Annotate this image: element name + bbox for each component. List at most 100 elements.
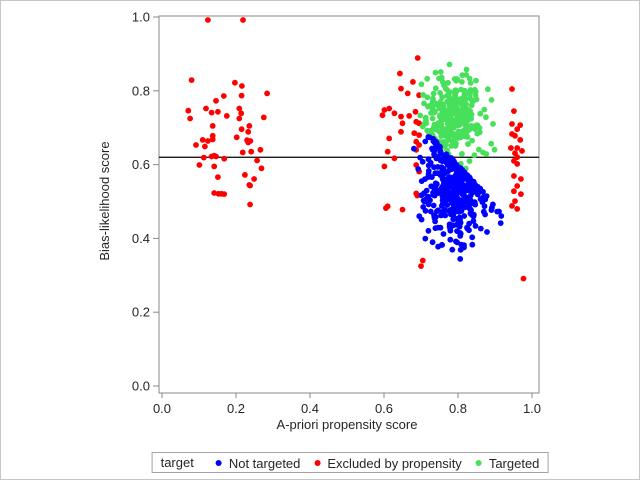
data-point [196,162,203,168]
data-point [447,225,454,232]
data-point [221,191,228,198]
data-point [185,107,192,114]
legend-label: Not targeted [228,455,301,471]
legend-label: Targeted [488,455,540,471]
data-point [427,208,434,215]
data-point [449,193,456,200]
data-point [251,176,257,182]
data-point [457,256,464,262]
data-point [483,114,489,121]
data-point [437,224,444,231]
data-point [452,189,458,196]
data-point [514,145,521,151]
data-point [208,109,215,116]
data-point [511,173,517,179]
data-point [450,124,457,130]
data-point [473,96,480,103]
data-point [514,126,521,133]
x-axis-title: A-priori propensity score [277,417,418,432]
data-point [438,133,445,140]
data-point [428,110,434,116]
data-point [440,210,447,217]
data-point [379,112,386,119]
data-point [240,17,246,23]
data-point [456,223,463,230]
data-point [238,92,245,99]
data-point [414,55,421,61]
data-point [438,203,445,209]
data-point [488,97,495,103]
data-point [208,153,215,160]
data-point [463,72,470,78]
data-point [245,128,252,135]
data-point [480,194,487,200]
data-point [444,202,451,208]
data-point [205,17,211,23]
data-point [433,140,440,147]
x-tick-label: 0.2 [227,401,245,416]
data-point [416,142,422,148]
x-axis-ticks: 0.0 0.2 0.4 0.6 0.8 1.0 [153,393,541,416]
data-point [440,231,447,237]
data-point [455,171,462,178]
data-point [431,164,437,171]
data-point [205,138,211,144]
data-point [446,106,453,112]
legend-marker-icon [215,460,222,467]
data-point [439,125,446,132]
data-point [443,159,450,166]
data-point [444,125,451,131]
data-point [462,90,469,96]
data-point [200,154,207,161]
data-point [417,112,424,119]
data-point [264,90,270,97]
data-point [519,148,525,154]
data-point [463,66,470,73]
x-tick-label: 0.4 [301,401,319,416]
data-point [469,183,476,190]
data-point [514,206,521,212]
data-point [477,225,484,232]
data-point [425,201,432,208]
data-point [213,97,219,104]
y-tick-label: 0.0 [132,379,150,394]
data-point [476,125,483,131]
data-point [455,122,461,129]
data-point [459,79,465,85]
data-point [422,207,429,214]
data-point [469,241,476,248]
data-point [187,115,194,122]
data-point [239,149,246,156]
data-point [437,90,443,96]
data-point [233,134,240,141]
data-point [458,202,465,209]
series-not-targeted [411,134,505,262]
data-point [397,70,403,77]
data-point [419,158,426,165]
data-point [418,178,425,185]
data-point [461,213,468,219]
data-point [511,108,517,114]
data-point [432,85,439,92]
data-point [466,75,473,82]
data-point [443,188,449,195]
data-point [455,135,461,141]
data-point [469,137,475,144]
data-point [438,164,445,171]
data-point [452,209,458,215]
data-point [481,106,488,113]
data-point [509,121,515,127]
data-point [498,213,505,219]
data-point [454,115,460,122]
data-point [236,115,243,122]
data-point [223,113,230,119]
data-point [391,155,398,162]
data-point [429,239,436,246]
data-point [437,149,444,156]
data-point [447,236,454,243]
data-point [464,225,471,232]
data-point [411,145,417,152]
data-point [508,145,514,151]
data-point [459,167,466,174]
